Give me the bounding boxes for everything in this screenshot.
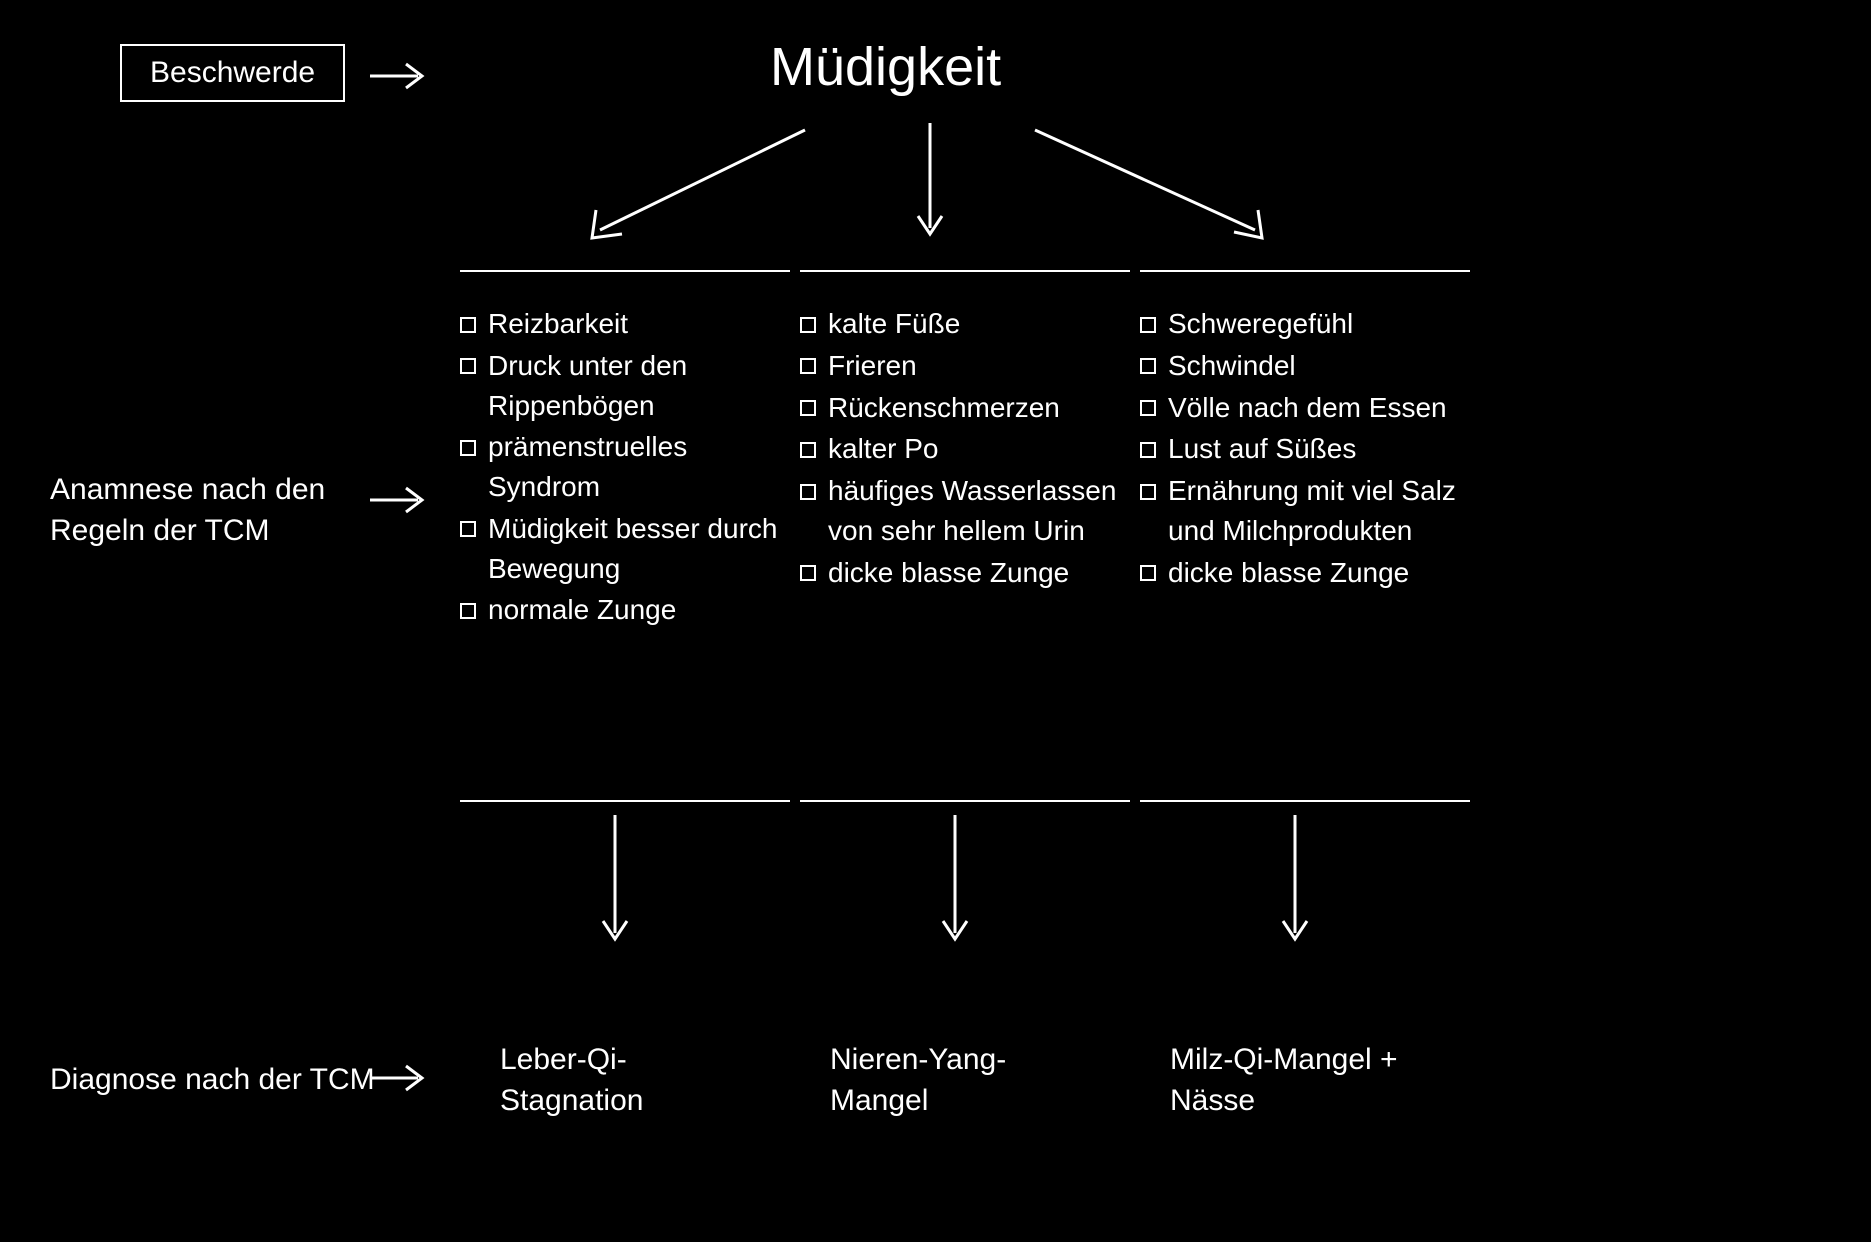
list-item: häufiges Wasser­lassen von sehr hellem U… — [800, 471, 1130, 551]
row-label-diagnosis: Diagnose nach der TCM — [50, 1060, 380, 1101]
row-label-complaint: Beschwerde — [120, 44, 345, 102]
list-item: Völle nach dem Essen — [1140, 388, 1470, 428]
arrow-col3-down — [1275, 815, 1315, 955]
arrow-anamnesis — [370, 480, 440, 520]
col1-top-rule — [460, 270, 790, 272]
arrow-col2-down — [935, 815, 975, 955]
diagram-canvas: Beschwerde Müdigkeit Anamnese nach den R… — [0, 0, 1871, 1242]
col1-symptom-list: Reizbarkeit Druck unter den Rippenbögen … — [460, 280, 790, 656]
list-item: Rückenschmerzen — [800, 388, 1130, 428]
list-item: Schwindel — [1140, 346, 1470, 386]
list-item: kalter Po — [800, 429, 1130, 469]
diagnosis-col3: Milz-Qi-Mangel + Nässe — [1170, 1040, 1460, 1121]
diagnosis-col1: Leber-Qi-Stagnation — [500, 1040, 770, 1121]
diagram-title: Müdigkeit — [770, 36, 1001, 98]
list-item: Druck unter den Rippenbögen — [460, 346, 790, 426]
list-item: normale Zunge — [460, 590, 790, 630]
row-label-anamnesis: Anamnese nach den Regeln der TCM — [50, 470, 380, 551]
col2-bottom-rule — [800, 800, 1130, 802]
list-item: Ernährung mit viel Salz und Milchprodukt… — [1140, 471, 1470, 551]
arrow-split-left — [560, 120, 820, 250]
arrow-complaint-to-title — [370, 56, 440, 96]
list-item: Reizbarkeit — [460, 304, 790, 344]
arrow-split-middle — [910, 118, 950, 248]
list-item: Schweregefühl — [1140, 304, 1470, 344]
list-item: prämenstruelles Syndrom — [460, 427, 790, 507]
list-item: dicke blasse Zunge — [1140, 553, 1470, 593]
list-item: Müdigkeit besser durch Bewegung — [460, 509, 790, 589]
arrow-col1-down — [595, 815, 635, 955]
diagnosis-col2: Nieren-Yang-Mangel — [830, 1040, 1100, 1121]
arrow-diagnosis — [370, 1058, 440, 1098]
col2-symptom-list: kalte Füße Frieren Rückenschmerzen kalte… — [800, 280, 1130, 618]
col3-top-rule — [1140, 270, 1470, 272]
list-item: Frieren — [800, 346, 1130, 386]
col3-symptom-list: Schweregefühl Schwindel Völle nach dem E… — [1140, 280, 1470, 618]
list-item: Lust auf Süßes — [1140, 429, 1470, 469]
col3-bottom-rule — [1140, 800, 1470, 802]
col2-top-rule — [800, 270, 1130, 272]
list-item: dicke blasse Zunge — [800, 553, 1130, 593]
arrow-split-right — [1020, 120, 1300, 250]
col1-bottom-rule — [460, 800, 790, 802]
list-item: kalte Füße — [800, 304, 1130, 344]
